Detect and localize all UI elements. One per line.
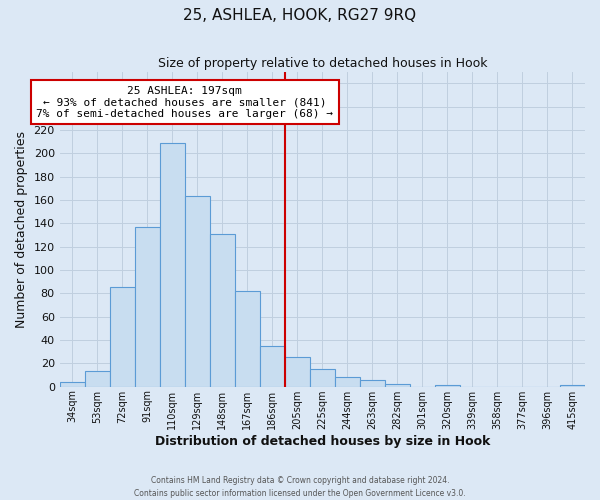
Bar xyxy=(85,372,110,386)
Text: 25, ASHLEA, HOOK, RG27 9RQ: 25, ASHLEA, HOOK, RG27 9RQ xyxy=(184,8,416,22)
Text: Contains HM Land Registry data © Crown copyright and database right 2024.
Contai: Contains HM Land Registry data © Crown c… xyxy=(134,476,466,498)
Bar xyxy=(385,384,410,386)
X-axis label: Distribution of detached houses by size in Hook: Distribution of detached houses by size … xyxy=(155,434,490,448)
Bar xyxy=(285,358,310,386)
Bar xyxy=(235,291,260,386)
Bar xyxy=(160,143,185,386)
Bar xyxy=(260,346,285,387)
Y-axis label: Number of detached properties: Number of detached properties xyxy=(15,130,28,328)
Text: 25 ASHLEA: 197sqm
← 93% of detached houses are smaller (841)
7% of semi-detached: 25 ASHLEA: 197sqm ← 93% of detached hous… xyxy=(36,86,333,119)
Bar xyxy=(210,234,235,386)
Bar xyxy=(135,227,160,386)
Bar xyxy=(59,382,85,386)
Bar xyxy=(110,288,135,386)
Bar xyxy=(335,378,360,386)
Bar xyxy=(360,380,385,386)
Bar xyxy=(185,196,210,386)
Bar xyxy=(310,369,335,386)
Title: Size of property relative to detached houses in Hook: Size of property relative to detached ho… xyxy=(158,58,487,70)
